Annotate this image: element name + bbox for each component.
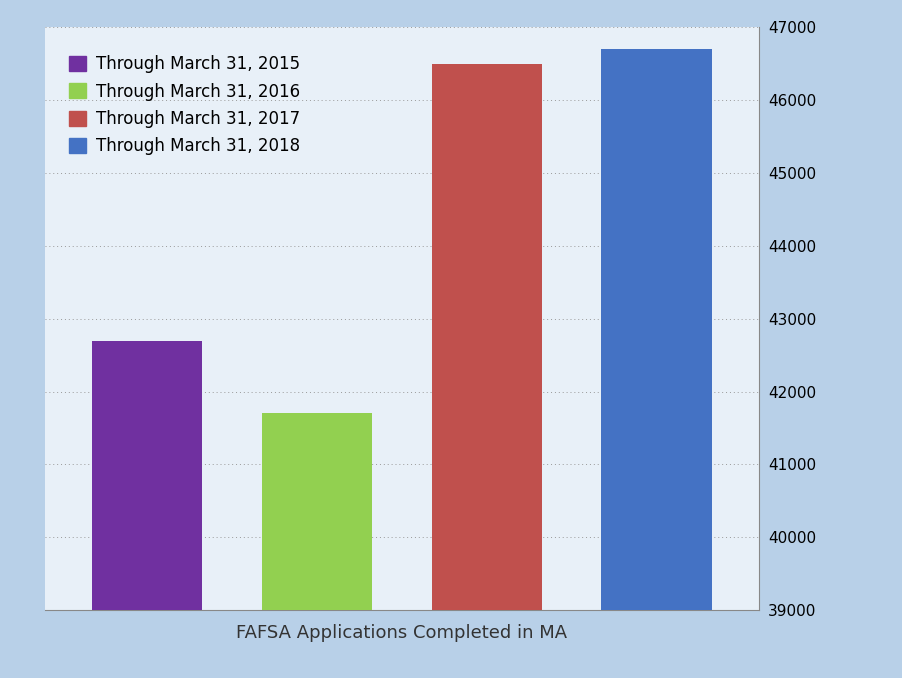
Bar <box>262 414 372 678</box>
Bar <box>601 49 711 678</box>
X-axis label: FAFSA Applications Completed in MA: FAFSA Applications Completed in MA <box>236 624 566 642</box>
Bar <box>431 64 541 678</box>
Legend: Through March 31, 2015, Through March 31, 2016, Through March 31, 2017, Through : Through March 31, 2015, Through March 31… <box>60 47 308 163</box>
Bar <box>92 340 202 678</box>
